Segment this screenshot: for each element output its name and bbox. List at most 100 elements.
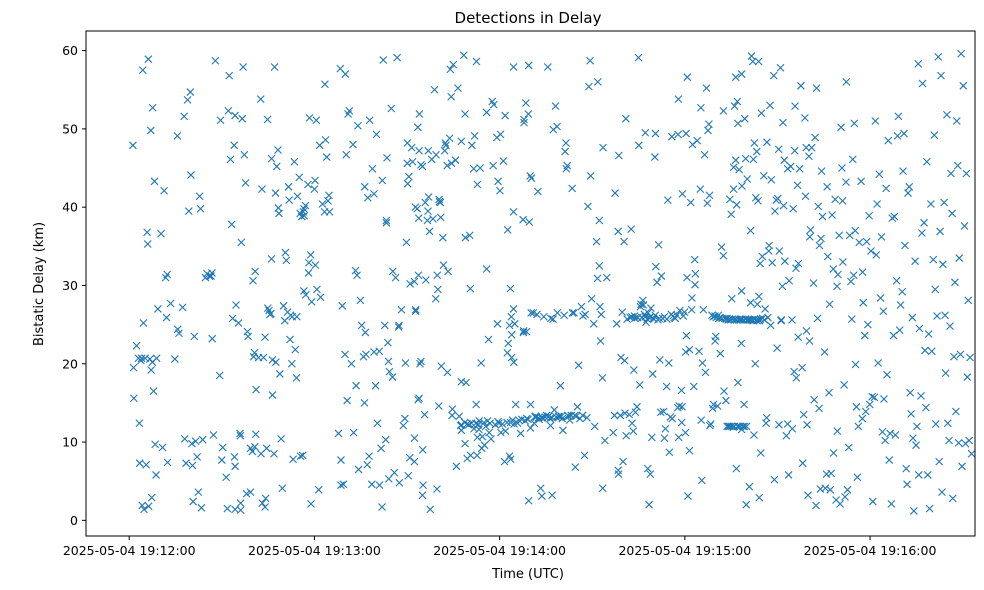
data-point [895,326,904,334]
data-point [475,425,483,434]
data-point [334,429,343,438]
data-point [277,435,285,443]
data-point [933,312,941,320]
data-point [406,280,415,288]
data-point [267,154,276,163]
data-point [384,357,393,366]
data-point [163,270,172,279]
data-point [810,395,819,404]
data-point [140,505,148,514]
data-point [668,414,677,423]
data-point [737,70,746,78]
data-point [142,460,151,469]
data-point [890,212,899,221]
data-point [563,161,572,170]
data-point [521,99,530,107]
data-point [957,49,965,58]
data-point [851,360,860,369]
data-point [135,419,144,428]
data-point [778,282,787,291]
data-point [175,329,183,338]
data-point [351,266,360,275]
data-point [922,403,930,412]
data-point [180,435,189,443]
data-point [445,134,454,143]
data-point [767,175,776,184]
data-point [726,195,734,204]
data-point [519,328,528,337]
data-point [373,419,382,428]
data-point [751,359,760,368]
data-point [337,456,345,464]
data-point [945,436,953,445]
data-point [227,220,236,229]
data-point [733,97,742,106]
data-point [790,146,799,155]
data-point [801,192,810,201]
data-point [804,491,812,500]
data-point [749,155,758,164]
data-point [241,179,250,187]
data-point [784,471,793,479]
data-point [903,480,911,489]
data-point [211,56,220,65]
data-point [801,114,809,122]
data-point [139,319,148,327]
data-point [678,189,687,198]
data-point [477,359,485,367]
data-point [756,259,765,268]
x-tick-label: 2025-05-04 19:13:00 [248,543,381,558]
data-point [773,344,782,352]
data-point [643,464,652,473]
data-point [651,311,660,320]
data-point [291,345,300,354]
data-point [556,381,565,390]
data-point [583,413,591,422]
data-point [868,392,877,401]
data-point [674,95,683,104]
data-point [414,271,423,280]
data-point [952,117,961,125]
data-point [950,352,958,361]
data-point [843,485,852,494]
data-point [480,441,489,450]
data-point [248,447,257,456]
data-point [263,115,272,124]
data-point [596,302,604,311]
data-point [349,428,358,437]
data-point [716,349,725,358]
data-point [154,305,162,313]
data-point [507,353,516,362]
data-point [743,175,752,183]
data-point [548,491,556,500]
data-point [625,410,634,419]
data-point [378,503,386,511]
data-point [923,471,932,479]
data-point [729,163,738,172]
data-point [230,141,239,150]
data-point [429,215,437,223]
data-point [138,66,147,75]
data-point [475,417,484,425]
data-point [410,277,419,286]
data-point [586,56,594,65]
data-point [526,424,535,432]
data-point [750,139,759,147]
data-point [898,287,907,296]
data-point [777,316,786,325]
data-point [805,337,814,345]
data-point [305,114,314,122]
data-point [189,497,198,506]
plot-frame [85,30,976,537]
data-point [779,201,788,210]
data-point [549,315,557,324]
y-tick-label: 50 [62,121,78,136]
data-point [546,421,555,430]
data-point [774,145,783,154]
data-point [841,492,849,501]
data-point [363,460,372,469]
data-point [485,428,494,437]
data-point [415,110,424,118]
data-point [947,169,955,178]
data-point [275,370,284,378]
